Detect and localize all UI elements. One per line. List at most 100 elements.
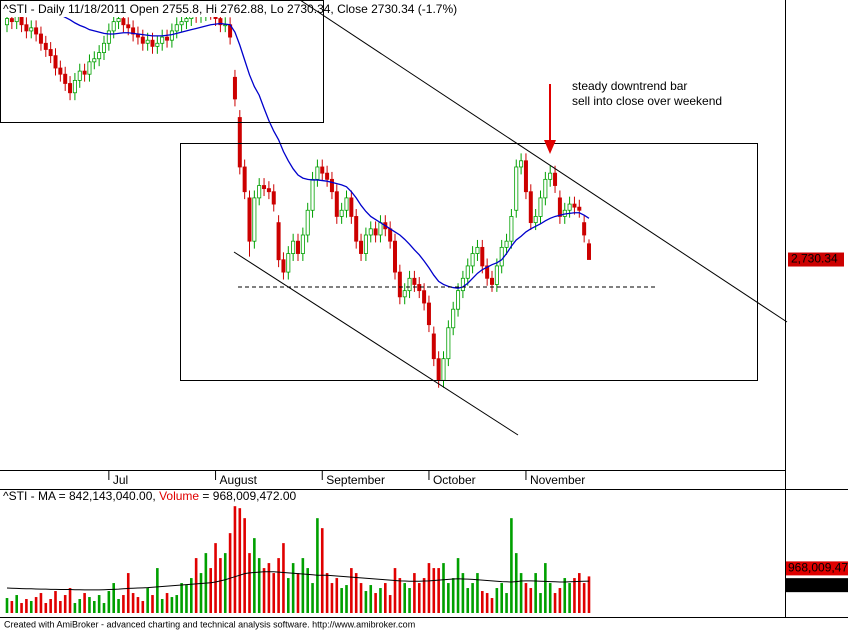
candle-body: [519, 160, 524, 168]
volume-bar: [10, 601, 14, 613]
volume-bar: [325, 573, 329, 613]
candle-body: [155, 42, 160, 47]
moving-average: [60, 14, 590, 289]
candle-body: [567, 203, 572, 211]
volume-bar: [417, 583, 421, 613]
volume-bar: [253, 538, 256, 613]
arrow-head: [544, 140, 556, 154]
volume-bar: [398, 578, 402, 613]
candle-body: [53, 55, 58, 69]
candle-body: [489, 277, 494, 285]
candle-body: [9, 18, 14, 23]
candle-body: [577, 206, 582, 211]
volume-bar: [529, 588, 533, 613]
candle-body: [494, 265, 499, 285]
volume-bar: [422, 578, 426, 613]
volume-bar: [403, 583, 406, 613]
volume-bar: [267, 563, 271, 613]
candle-body: [82, 70, 87, 75]
candle-body: [480, 246, 485, 267]
volume-bar: [296, 573, 300, 613]
volume-bar: [514, 553, 518, 613]
volume-bar: [578, 573, 581, 613]
candle-body: [339, 209, 344, 217]
candle-body: [325, 172, 330, 180]
volume-bar: [83, 593, 86, 613]
candle-body: [451, 308, 456, 329]
volume-bar: [534, 573, 537, 613]
volume-bar: [219, 558, 222, 613]
candle-body: [465, 265, 470, 279]
volume-bar: [272, 573, 276, 613]
candle-body: [116, 18, 121, 23]
volume-moving-average: [6, 571, 590, 591]
candle-body: [184, 18, 189, 23]
x-tick-label: August: [220, 473, 258, 487]
candle-body: [29, 27, 34, 32]
candle-body: [140, 36, 145, 44]
candle-body: [543, 178, 548, 199]
volume-bar: [117, 599, 120, 613]
candle-body: [150, 39, 155, 47]
candle-body: [165, 36, 170, 41]
volume-bar: [354, 573, 358, 613]
volume-bar: [262, 568, 266, 613]
candle-body: [102, 42, 107, 53]
volume-bar: [93, 601, 96, 613]
volume-bar: [539, 593, 542, 613]
volume-bar: [364, 591, 368, 613]
candle-body: [72, 79, 77, 94]
candle-body: [499, 246, 504, 267]
volume-bar: [345, 585, 348, 613]
candle-body: [363, 234, 368, 254]
candle-body: [417, 284, 422, 292]
candle-body: [533, 216, 538, 224]
last-price-box: [788, 252, 844, 267]
volume-bar: [369, 585, 373, 613]
volume-bar: [384, 583, 387, 613]
volume-bar: [136, 597, 140, 613]
volume-bar: [582, 583, 586, 613]
candle-body: [334, 191, 339, 217]
drawn-box: [0, 0, 324, 123]
candle-body: [77, 70, 82, 81]
candle-body: [572, 203, 577, 208]
candle-body: [121, 18, 126, 26]
candle-body: [431, 333, 436, 360]
volume-bar: [500, 583, 503, 613]
candle-body: [38, 33, 43, 44]
title-bg: [0, 1, 490, 17]
candle-body: [509, 216, 514, 242]
candle-body: [587, 243, 592, 260]
volume-bar: [39, 593, 43, 613]
volume-bar: [287, 578, 290, 613]
volume-bar: [466, 588, 470, 613]
candle-body: [34, 27, 39, 35]
volume-bar: [316, 518, 319, 613]
volume-bar: [408, 588, 411, 613]
volume-bar: [214, 543, 217, 613]
x-tick-label: Jul: [113, 473, 128, 487]
volume-bar: [340, 588, 343, 613]
candle-body: [252, 197, 257, 242]
volume-bar: [374, 593, 377, 613]
volume-bar: [243, 518, 246, 613]
candle-body: [87, 61, 92, 75]
volume-bar: [427, 563, 431, 613]
candle-body: [271, 191, 276, 205]
x-tick-label: October: [433, 473, 476, 487]
volume-bar: [568, 583, 571, 613]
drawn-box: [180, 143, 758, 381]
candle-body: [441, 358, 446, 381]
candle-body: [126, 24, 131, 29]
candle-body: [538, 197, 543, 217]
annotation: sell into close over weekend: [572, 94, 722, 108]
volume-bar: [330, 583, 334, 613]
volume-bar: [447, 583, 450, 613]
candle-body: [557, 197, 562, 217]
candle-body: [305, 209, 310, 236]
last-ma-label: 842,143,04: [788, 577, 848, 591]
candle-body: [582, 222, 587, 236]
candle-body: [354, 216, 359, 242]
volume-bar: [563, 578, 567, 613]
